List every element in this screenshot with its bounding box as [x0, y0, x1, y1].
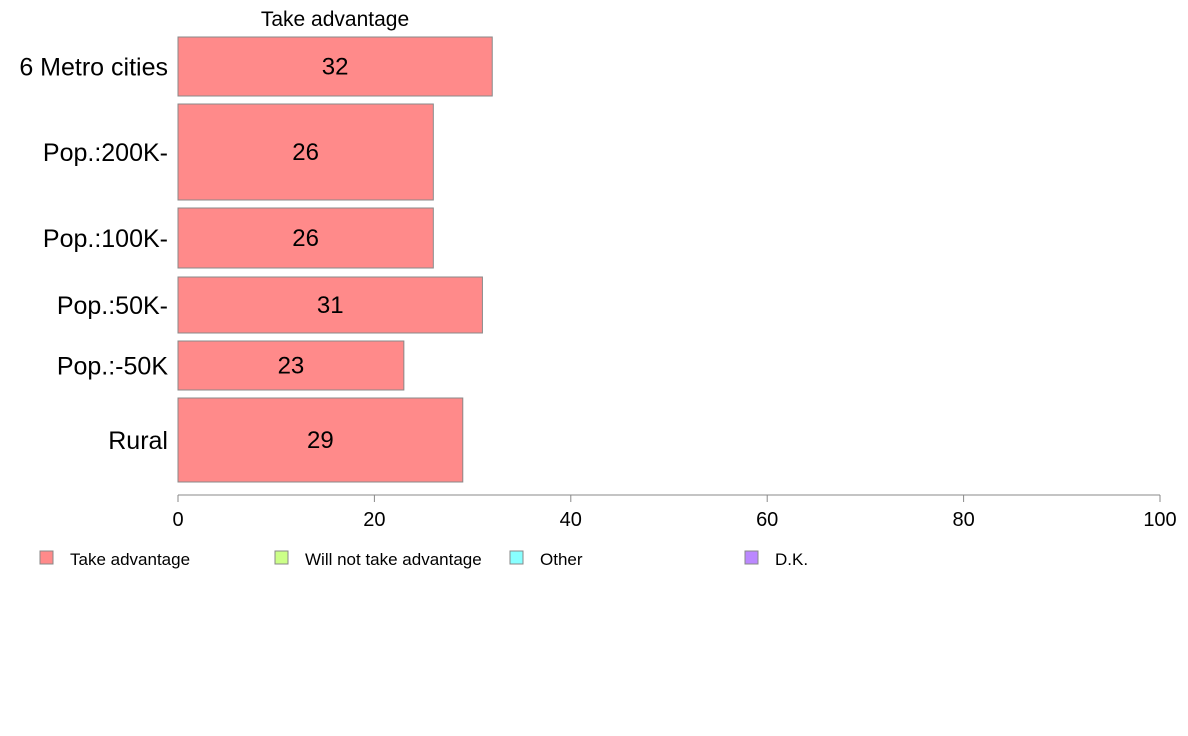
legend-swatch: [509, 550, 524, 565]
legend-swatch: [39, 550, 54, 565]
x-tick-label: 20: [363, 509, 385, 531]
bar-value-label: 32: [322, 54, 349, 81]
legend-swatch: [274, 550, 289, 565]
legend-label: Other: [540, 550, 583, 569]
category-label: Pop.:50K-: [57, 292, 168, 320]
bar-value-label: 23: [278, 353, 305, 380]
chart-title: Take advantage: [261, 8, 409, 31]
x-tick-label: 100: [1143, 509, 1176, 531]
category-label: Rural: [108, 427, 168, 455]
category-label: Pop.:-50K: [57, 353, 169, 381]
bar: [177, 276, 483, 334]
bar: [177, 340, 405, 391]
bar-value-label: 29: [307, 427, 334, 454]
bar: [177, 36, 493, 97]
legend-label: D.K.: [775, 550, 808, 569]
x-tick-label: 80: [952, 509, 974, 531]
bar-value-label: 26: [292, 139, 319, 166]
category-label: Pop.:200K-: [43, 139, 168, 167]
bar: [177, 397, 464, 483]
category-label: Pop.:100K-: [43, 225, 168, 253]
legend: Take advantage Will not take advantage Oth…: [39, 550, 808, 569]
bar-value-label: 31: [317, 292, 344, 319]
legend-label: Will not take advantage: [305, 550, 482, 569]
bars-group: 32 6 Metro cities 26 Pop.:200K- 26 Pop.:100K-…: [19, 36, 493, 483]
category-label: 6 Metro cities: [19, 54, 168, 82]
bar: [177, 103, 434, 201]
bar-value-label: 26: [292, 225, 319, 252]
legend-swatch: [744, 550, 759, 565]
x-axis: 0 20 40 60 80 100: [172, 494, 1177, 531]
x-tick-label: 60: [756, 509, 778, 531]
x-tick-label: 40: [560, 509, 582, 531]
x-tick-label: 0: [172, 509, 183, 531]
legend-label: Take advantage: [70, 550, 190, 569]
bar: [177, 207, 434, 269]
